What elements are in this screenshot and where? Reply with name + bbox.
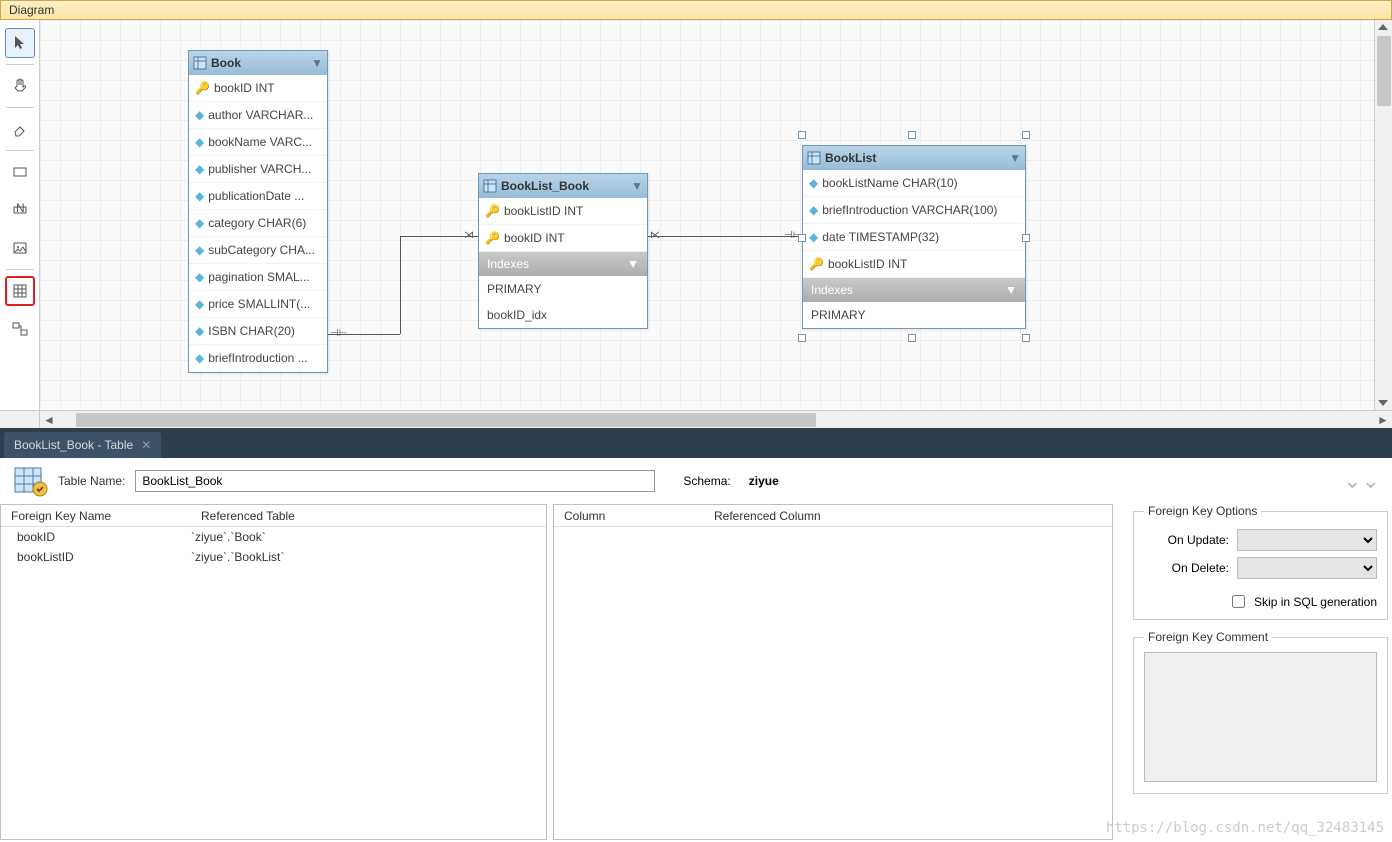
schema-value: ziyue	[749, 474, 779, 488]
tool-image[interactable]	[5, 233, 35, 263]
on-delete-select[interactable]	[1237, 557, 1377, 579]
collapse-icon[interactable]: ▼	[1005, 283, 1017, 297]
table-name-input[interactable]	[135, 470, 655, 492]
fk-row[interactable]: bookID`ziyue`.`Book`	[1, 527, 546, 547]
tool-layer[interactable]	[5, 157, 35, 187]
collapse-icon[interactable]: ▼	[631, 179, 643, 193]
tab-booklist-book[interactable]: BookList_Book - Table ✕	[4, 432, 161, 458]
table-title: Book	[211, 56, 241, 70]
foreign-key-pane: Foreign Key NameReferenced Table bookID`…	[0, 504, 547, 840]
column-label: bookName VARC...	[208, 135, 312, 149]
tool-hand[interactable]	[5, 71, 35, 101]
indexes-header: Indexes	[811, 283, 853, 297]
column-label: publicationDate ...	[208, 189, 304, 203]
expand-icon[interactable]: ⌄⌄	[1343, 468, 1380, 494]
collapse-icon[interactable]: ▼	[627, 257, 639, 271]
table-booklist[interactable]: BookList▼ ◆bookListName CHAR(10) ◆briefI…	[802, 145, 1026, 329]
diagram-canvas[interactable]: ⊣⊢ ⋊ ⋉ ⊣⊢ Book▼ 🔑bookID INT ◆author VARC…	[40, 20, 1374, 410]
tool-pointer[interactable]	[5, 28, 35, 58]
fk-comment-textarea[interactable]	[1144, 652, 1377, 782]
column-label: price SMALLINT(...	[208, 297, 310, 311]
collapse-icon[interactable]: ▼	[311, 56, 323, 70]
column-label: bookListID INT	[828, 257, 907, 271]
column-label: bookListID INT	[504, 204, 583, 218]
column-label: bookListName CHAR(10)	[822, 176, 957, 190]
index-label: PRIMARY	[479, 276, 647, 302]
table-title: BookList	[825, 151, 876, 165]
schema-label: Schema:	[683, 474, 730, 488]
column-label: pagination SMAL...	[208, 270, 309, 284]
column-label: date TIMESTAMP(32)	[822, 230, 939, 244]
tab-label: BookList_Book - Table	[14, 438, 133, 452]
tool-eraser[interactable]	[5, 114, 35, 144]
collapse-icon[interactable]: ▼	[1009, 151, 1021, 165]
diagram-title: Diagram	[0, 0, 1392, 20]
tab-bar: BookList_Book - Table ✕	[0, 428, 1392, 458]
fk-comment-legend: Foreign Key Comment	[1144, 630, 1272, 644]
table-booklist-book[interactable]: BookList_Book▼ 🔑bookListID INT 🔑bookID I…	[478, 173, 648, 329]
tool-label[interactable]: N	[5, 195, 35, 225]
column-label: bookID INT	[504, 231, 565, 245]
watermark: https://blog.csdn.net/qq_32483145	[1106, 820, 1384, 836]
on-delete-label: On Delete:	[1172, 561, 1229, 575]
tool-table[interactable]	[5, 276, 35, 306]
column-header: Column	[554, 509, 704, 523]
fk-options-legend: Foreign Key Options	[1144, 504, 1261, 518]
column-label: briefIntroduction ...	[208, 351, 307, 365]
tool-relation[interactable]	[5, 314, 35, 344]
column-label: category CHAR(6)	[208, 216, 306, 230]
column-label: bookID INT	[214, 81, 275, 95]
table-name-label: Table Name:	[58, 474, 125, 488]
column-header: Referenced Column	[704, 509, 831, 523]
table-title: BookList_Book	[501, 179, 589, 193]
fk-row[interactable]: bookListID`ziyue`.`BookList`	[1, 547, 546, 567]
column-pane: ColumnReferenced Column	[553, 504, 1113, 840]
fk-options-pane: Foreign Key Options On Update: On Delete…	[1129, 504, 1392, 840]
column-label: subCategory CHA...	[208, 243, 315, 257]
table-editor-icon	[12, 463, 48, 499]
on-update-select[interactable]	[1237, 529, 1377, 551]
horizontal-scrollbar[interactable]: ◄ ►	[0, 410, 1392, 428]
vertical-scrollbar[interactable]	[1374, 20, 1392, 410]
index-label: bookID_idx	[479, 302, 647, 328]
skip-sql-label: Skip in SQL generation	[1254, 595, 1377, 609]
on-update-label: On Update:	[1168, 533, 1229, 547]
column-label: briefIntroduction VARCHAR(100)	[822, 203, 997, 217]
column-header: Referenced Table	[191, 509, 305, 523]
skip-sql-checkbox[interactable]	[1232, 595, 1245, 608]
column-label: author VARCHAR...	[208, 108, 313, 122]
column-header: Foreign Key Name	[1, 509, 191, 523]
close-icon[interactable]: ✕	[141, 438, 151, 452]
column-label: ISBN CHAR(20)	[208, 324, 295, 338]
indexes-header: Indexes	[487, 257, 529, 271]
table-book[interactable]: Book▼ 🔑bookID INT ◆author VARCHAR... ◆bo…	[188, 50, 328, 373]
column-label: publisher VARCH...	[208, 162, 311, 176]
index-label: PRIMARY	[803, 302, 1025, 328]
svg-text:N: N	[16, 202, 25, 215]
toolbar: N	[0, 20, 40, 410]
